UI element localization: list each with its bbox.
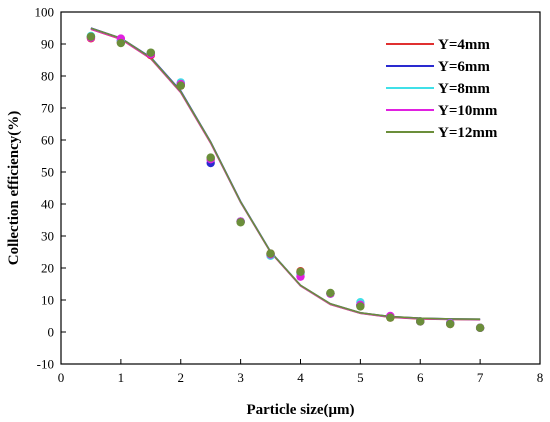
data-point — [236, 218, 245, 227]
legend: Y=4mm Y=6mm Y=8mm Y=10mm Y=12mm — [386, 37, 498, 141]
x-tick-label: 6 — [417, 370, 424, 385]
y-tick-label: 50 — [41, 165, 54, 180]
x-tick-label: 5 — [357, 370, 364, 385]
data-point — [386, 313, 395, 322]
y-tick-label: 100 — [35, 5, 55, 20]
y-tick-label: 10 — [41, 293, 54, 308]
y-tick-label: 90 — [41, 37, 54, 52]
y-tick-label: 0 — [48, 325, 55, 340]
x-tick-label: 1 — [118, 370, 125, 385]
data-point — [326, 288, 335, 298]
data-point — [416, 317, 425, 326]
fit-lines — [90, 27, 481, 321]
legend-label: Y=8mm — [438, 81, 490, 97]
x-tick-label: 0 — [58, 370, 65, 385]
data-point — [445, 319, 455, 329]
x-axis-title: Particle size(μm) — [246, 402, 354, 418]
fit-line-Y=4mm — [90, 28, 481, 321]
legend-label: Y=12mm — [438, 125, 498, 141]
data-point — [116, 38, 126, 48]
data-point — [176, 81, 185, 90]
axis-ticks: 0 1 2 3 4 5 6 7 8 -10 0 10 20 30 40 50 60 70 80 90 100 — [35, 5, 544, 386]
fit-line-Y=10mm — [90, 28, 481, 321]
y-tick-label: 30 — [41, 229, 54, 244]
data-point — [266, 249, 275, 258]
y-tick-label: 40 — [41, 197, 54, 212]
data-points — [86, 31, 485, 333]
fit-line-Y=6mm — [90, 27, 481, 320]
y-tick-label: 70 — [41, 101, 54, 116]
x-tick-label: 3 — [237, 370, 244, 385]
x-tick-label: 8 — [537, 370, 544, 385]
data-point — [475, 323, 485, 333]
x-tick-label: 7 — [477, 370, 484, 385]
data-point — [356, 302, 365, 311]
y-tick-label: 20 — [41, 261, 54, 276]
y-tick-label: 60 — [41, 133, 54, 148]
fit-line-Y=8mm — [90, 27, 481, 321]
data-point — [296, 267, 305, 277]
legend-label: Y=4mm — [438, 37, 490, 53]
y-axis-title: Collection efficiency(%) — [6, 111, 22, 266]
y-tick-label: -10 — [37, 357, 54, 372]
fit-line-Y=12mm — [90, 27, 481, 320]
data-point — [86, 32, 96, 41]
x-tick-label: 2 — [178, 370, 185, 385]
x-tick-label: 4 — [297, 370, 304, 385]
legend-label: Y=6mm — [438, 59, 490, 75]
legend-label: Y=10mm — [438, 103, 498, 119]
y-tick-label: 80 — [41, 69, 54, 84]
data-point — [146, 48, 156, 57]
data-point — [206, 153, 215, 162]
